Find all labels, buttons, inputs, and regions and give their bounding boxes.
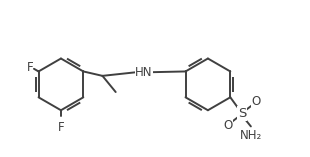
Text: NH₂: NH₂: [240, 129, 262, 142]
Text: O: O: [223, 119, 232, 132]
Text: HN: HN: [135, 66, 153, 79]
Text: O: O: [251, 95, 261, 108]
Text: F: F: [27, 61, 34, 74]
Text: F: F: [58, 121, 64, 134]
Text: S: S: [238, 107, 246, 120]
